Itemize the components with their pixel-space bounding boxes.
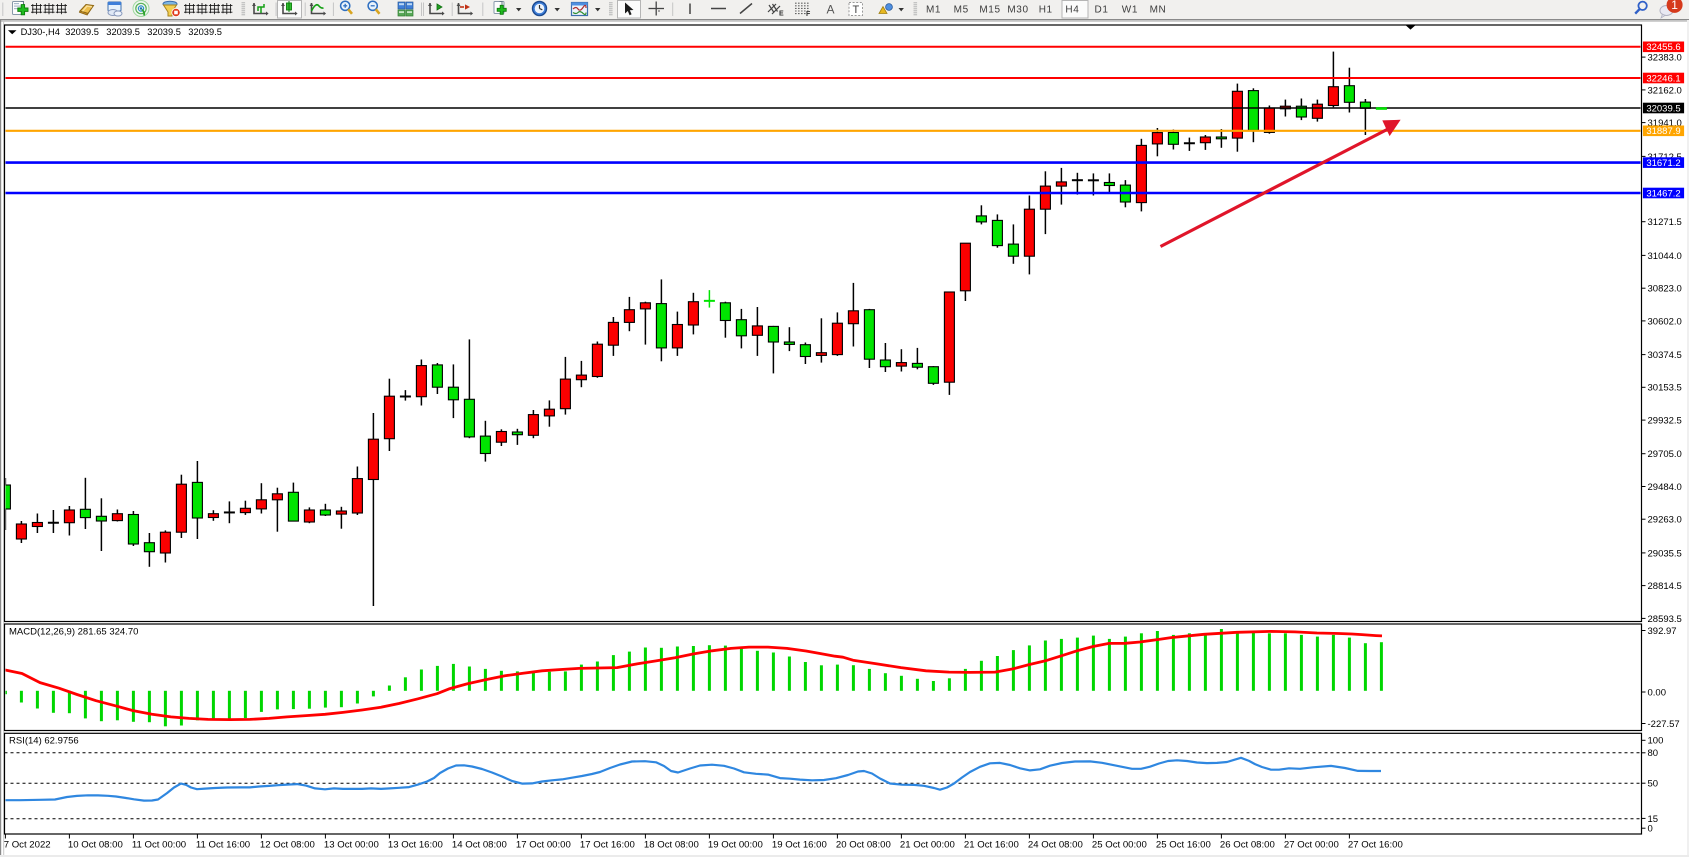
svg-text:A: A bbox=[827, 3, 835, 17]
svg-text:392.97: 392.97 bbox=[1648, 626, 1677, 637]
svg-text:31271.5: 31271.5 bbox=[1648, 217, 1682, 228]
svg-text:19 Oct 00:00: 19 Oct 00:00 bbox=[708, 840, 763, 851]
svg-text:29263.0: 29263.0 bbox=[1648, 515, 1682, 526]
svg-text:11 Oct 16:00: 11 Oct 16:00 bbox=[196, 840, 250, 851]
svg-text:29705.0: 29705.0 bbox=[1648, 449, 1682, 460]
svg-text:32039.5: 32039.5 bbox=[65, 27, 99, 37]
svg-text:-227.57: -227.57 bbox=[1648, 719, 1680, 730]
svg-text:31671.2: 31671.2 bbox=[1646, 158, 1680, 169]
svg-text:32162.0: 32162.0 bbox=[1648, 85, 1682, 96]
svg-text:0: 0 bbox=[1648, 824, 1653, 835]
svg-text:25 Oct 16:00: 25 Oct 16:00 bbox=[1156, 840, 1211, 851]
svg-text:MN: MN bbox=[1150, 5, 1167, 16]
svg-text:21 Oct 16:00: 21 Oct 16:00 bbox=[964, 840, 1019, 851]
svg-text:M5: M5 bbox=[954, 5, 969, 16]
svg-text:7 Oct 2022: 7 Oct 2022 bbox=[4, 840, 51, 851]
svg-text:H1: H1 bbox=[1039, 5, 1053, 16]
svg-text:D1: D1 bbox=[1095, 5, 1109, 16]
svg-text:31941.0: 31941.0 bbox=[1648, 118, 1682, 129]
svg-text:W1: W1 bbox=[1122, 5, 1138, 16]
svg-text:50: 50 bbox=[1648, 779, 1659, 790]
svg-text:30374.5: 30374.5 bbox=[1648, 350, 1682, 361]
svg-text:M1: M1 bbox=[926, 5, 941, 16]
svg-text:30153.5: 30153.5 bbox=[1648, 383, 1682, 394]
svg-text:27 Oct 00:00: 27 Oct 00:00 bbox=[1284, 840, 1339, 851]
svg-text:31044.0: 31044.0 bbox=[1648, 251, 1682, 262]
svg-text:1: 1 bbox=[1671, 0, 1678, 12]
svg-text:30823.0: 30823.0 bbox=[1648, 284, 1682, 295]
svg-text:E: E bbox=[779, 11, 784, 18]
svg-text:14 Oct 08:00: 14 Oct 08:00 bbox=[452, 840, 507, 851]
svg-text:32039.5: 32039.5 bbox=[147, 27, 181, 37]
svg-text:F: F bbox=[806, 11, 811, 18]
svg-text:31887.9: 31887.9 bbox=[1646, 126, 1680, 137]
svg-text:26 Oct 08:00: 26 Oct 08:00 bbox=[1220, 840, 1275, 851]
svg-text:20 Oct 08:00: 20 Oct 08:00 bbox=[836, 840, 891, 851]
svg-text:M30: M30 bbox=[1007, 5, 1028, 16]
svg-text:32039.5: 32039.5 bbox=[1646, 103, 1680, 114]
svg-text:100: 100 bbox=[1648, 736, 1664, 747]
svg-text:30602.0: 30602.0 bbox=[1648, 316, 1682, 327]
svg-text:29484.0: 29484.0 bbox=[1648, 482, 1682, 493]
svg-text:13 Oct 16:00: 13 Oct 16:00 bbox=[388, 840, 443, 851]
svg-text:M15: M15 bbox=[979, 5, 1000, 16]
svg-text:25 Oct 00:00: 25 Oct 00:00 bbox=[1092, 840, 1147, 851]
svg-text:29932.5: 29932.5 bbox=[1648, 416, 1682, 427]
svg-text:MACD(12,26,9) 281.65 324.70: MACD(12,26,9) 281.65 324.70 bbox=[9, 627, 138, 638]
svg-text:10 Oct 08:00: 10 Oct 08:00 bbox=[68, 840, 123, 851]
svg-text:15: 15 bbox=[1648, 814, 1659, 825]
svg-text:12 Oct 08:00: 12 Oct 08:00 bbox=[260, 840, 315, 851]
svg-text:13 Oct 00:00: 13 Oct 00:00 bbox=[324, 840, 379, 851]
svg-text:32039.5: 32039.5 bbox=[106, 27, 140, 37]
svg-text:DJ30-,H4: DJ30-,H4 bbox=[21, 27, 60, 37]
svg-text:17 Oct 00:00: 17 Oct 00:00 bbox=[516, 840, 571, 851]
svg-text:18 Oct 08:00: 18 Oct 08:00 bbox=[644, 840, 699, 851]
svg-text:21 Oct 00:00: 21 Oct 00:00 bbox=[900, 840, 955, 851]
svg-text:19 Oct 16:00: 19 Oct 16:00 bbox=[772, 840, 827, 851]
svg-text:0.00: 0.00 bbox=[1648, 687, 1667, 698]
svg-text:31467.2: 31467.2 bbox=[1646, 188, 1680, 199]
svg-text:32246.1: 32246.1 bbox=[1646, 73, 1680, 84]
svg-text:27 Oct 16:00: 27 Oct 16:00 bbox=[1348, 840, 1403, 851]
svg-text:24 Oct 08:00: 24 Oct 08:00 bbox=[1028, 840, 1083, 851]
svg-text:32039.5: 32039.5 bbox=[188, 27, 222, 37]
svg-text:11 Oct 00:00: 11 Oct 00:00 bbox=[132, 840, 186, 851]
svg-text:32383.0: 32383.0 bbox=[1648, 53, 1682, 64]
svg-text:RSI(14) 62.9756: RSI(14) 62.9756 bbox=[9, 736, 79, 747]
svg-text:29035.5: 29035.5 bbox=[1648, 548, 1682, 559]
svg-text:17 Oct 16:00: 17 Oct 16:00 bbox=[580, 840, 635, 851]
svg-text:32455.6: 32455.6 bbox=[1646, 42, 1680, 53]
svg-text:80: 80 bbox=[1648, 748, 1659, 759]
svg-text:28814.5: 28814.5 bbox=[1648, 581, 1682, 592]
svg-text:H4: H4 bbox=[1065, 5, 1079, 16]
svg-text:28593.5: 28593.5 bbox=[1648, 614, 1682, 625]
svg-text:T: T bbox=[853, 4, 860, 16]
